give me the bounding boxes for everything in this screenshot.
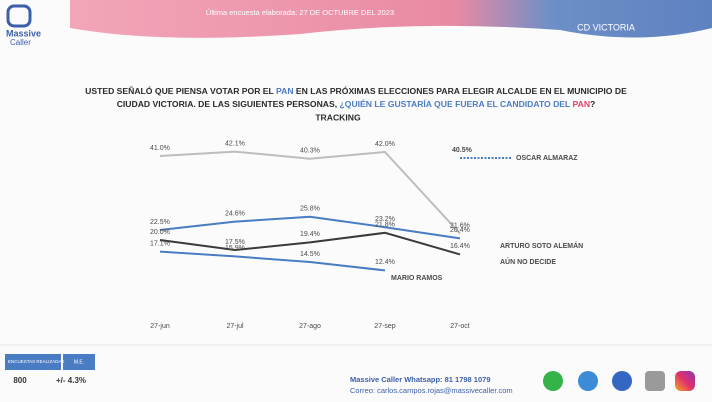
data-label: 21.6% [450,222,470,229]
data-label: 40.5% [452,147,473,154]
x-tick-label: 27-jun [150,323,170,330]
stat-label: ENCUESTAS REALIZADAS [8,359,64,364]
stat-header [5,354,61,370]
data-label: 20.0% [150,229,170,236]
title-part: PAN [573,99,591,109]
stat-value: +/- 4.3% [56,376,86,385]
x-tick-label: 27-sep [374,323,396,330]
series-line [159,150,461,235]
data-label: 14.5% [300,251,320,258]
legend-label: ARTURO SOTO ALEMÁN [500,241,583,250]
data-label: 42.1% [225,140,245,147]
title-part: EN LAS PRÓXIMAS ELECCIONES PARA ELEGIR A… [294,85,628,96]
instagram-icon [675,371,695,391]
title-part: CIUDAD VICTORIA. DE LAS SIGUIENTES PERSO… [117,99,340,109]
data-label: 19.4% [300,231,320,238]
title-part: ? [590,99,595,109]
series-line [159,231,461,256]
x-icon [645,371,665,391]
brand: Massive [6,28,41,38]
title-part: PAN [276,86,294,96]
data-label: 21.8% [375,222,395,229]
data-label: 24.6% [225,210,245,217]
stat-header [63,354,95,370]
title: USTED SEÑALÓ QUE PIENSA VOTAR POR EL PAN… [85,85,627,96]
title: CIUDAD VICTORIA. DE LAS SIGUIENTES PERSO… [117,99,596,109]
facebook-icon [612,371,632,391]
data-label: 25.8% [300,206,320,213]
telegram-icon [578,371,598,391]
title-part: USTED SEÑALÓ QUE PIENSA VOTAR POR EL [85,85,276,96]
brand: Caller [10,38,31,47]
data-label: 22.5% [150,219,170,226]
data-label: 20.4% [450,227,470,234]
data-label: 17.5% [225,239,245,246]
data-label: 40.3% [300,148,320,155]
plot: 27-jun 27-jul 27-ago 27-sep 27-oct 41.0% 42.1%… [150,140,583,329]
stat-label: M.E. [74,359,84,365]
x-tick-label: 27-jul [226,323,244,330]
series-line [159,250,386,272]
x-tick-label: 27-ago [299,323,321,330]
title-part: ¿QUIÉN LE GUSTARÍA QUE FUERA EL CANDIDAT… [340,99,573,109]
series-line [159,215,461,240]
subtitle: TRACKING [315,112,361,122]
data-label: 12.4% [375,259,395,266]
data-label: 15.9% [225,245,245,252]
data-label: 41.0% [150,145,170,152]
city: CD VICTORIA [577,22,635,32]
legend-label: MARIO RAMOS [391,275,443,282]
legend-label: OSCAR ALMARAZ [516,155,578,162]
legend-label: AÚN NO DECIDE [500,257,556,266]
survey-date: Última encuesta elaborada: 27 DE OCTUBRE… [206,8,394,17]
data-label: 23.2% [375,216,395,223]
data-label: 16.4% [450,243,470,250]
header-band [70,0,712,38]
contact: Correo: carlos.campos.rojas@massivecalle… [350,386,513,395]
x-tick-label: 27-oct [450,323,470,330]
whatsapp-icon [543,371,563,391]
data-label: 42.0% [375,141,395,148]
logo-icon [6,4,32,28]
stat-value: 800 [13,376,27,385]
contact: Massive Caller Whatsapp: 81 1798 1079 [350,375,491,384]
data-label: 17.1% [150,240,170,247]
